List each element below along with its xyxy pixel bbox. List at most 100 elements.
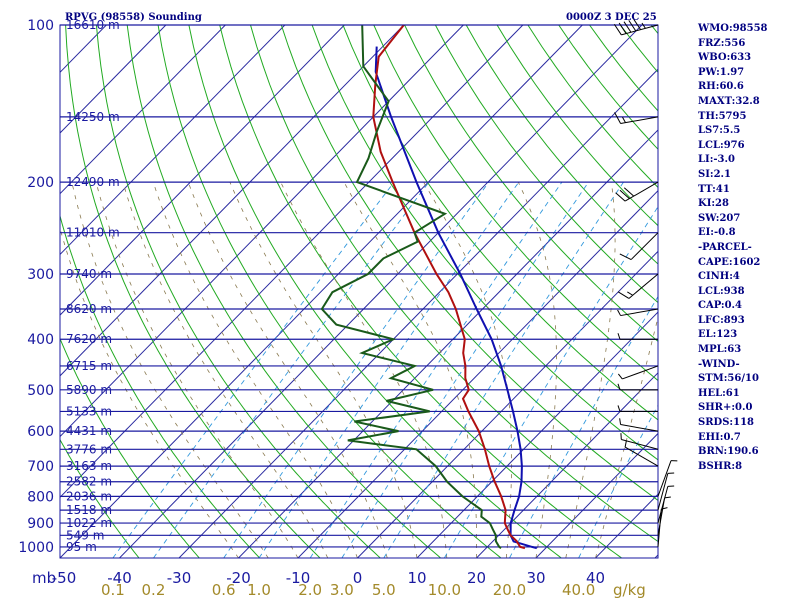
pressure-tick-label: 700 [27,459,54,475]
chart-title-station: RPVG (98558) Sounding [65,12,202,23]
index-row: SHR+:0.0 [698,401,798,416]
index-row: CINH:4 [698,270,798,285]
wet-adiabat-line [596,182,686,558]
mixing-ratio-line [224,182,489,558]
temperature-tick-label: 0 [353,569,363,587]
wind-barb [620,418,658,431]
height-label: 6715 m [66,359,112,373]
index-row: HEL:61 [698,387,798,402]
pressure-axis-label: mb [32,569,56,587]
mixing-ratio-tick-label: 2.0 [298,581,322,599]
index-row: PW:1.97 [698,66,798,81]
temperature-tick-label: 10 [407,569,426,587]
mixing-ratio-tick-label: 1.0 [247,581,271,599]
mixing-ratio-tick-label: 5.0 [372,581,396,599]
index-row: STM:56/10 [698,372,798,387]
index-row: WMO:98558 [698,22,798,37]
temperature-tick-label: 30 [526,569,545,587]
wind-barb-flag [614,24,621,35]
temperature-tick-label: -30 [167,569,192,587]
isotherm-line [239,25,761,558]
wind-barb-shaft [622,366,658,379]
height-label: 9740 m [66,267,112,281]
height-label: 11010 m [66,226,120,240]
wind-barb-flag [622,117,625,123]
wet-adiabat-line [424,182,512,558]
isotherm-line [0,25,344,558]
index-row: SW:207 [698,212,798,227]
index-row: MPL:63 [698,343,798,358]
height-label: 12490 m [66,175,120,189]
pressure-tick-label: 1000 [18,540,54,556]
wind-barb-flag [627,292,632,295]
mixing-ratio-tick-label: 40.0 [562,581,595,599]
index-row: -PARCEL- [698,241,798,256]
height-label: 2036 m [66,489,112,503]
height-label: 3776 m [66,442,112,456]
chart-title-time: 0000Z 3 DEC 25 [566,12,657,23]
mixing-ratio-unit: g/kg [613,581,646,599]
wet-adiabat-line [188,182,387,558]
height-label: 7620 m [66,332,112,346]
index-row: KI:28 [698,197,798,212]
mixing-ratio-tick-label: 20.0 [493,581,526,599]
index-row: LFC:893 [698,314,798,329]
dry-adiabat-line [251,25,683,558]
wind-barb-flag [618,333,620,339]
wind-barb-flag [642,23,645,28]
wind-barb [658,461,677,497]
wind-barb [618,384,658,390]
height-label: 1518 m [66,503,112,517]
isotherm-line [120,25,642,558]
index-row: WBO:633 [698,51,798,66]
pressure-tick-label: 400 [27,332,54,348]
index-row: LS7:5.5 [698,124,798,139]
index-row: TT:41 [698,183,798,198]
index-row: MAXT:32.8 [698,95,798,110]
wind-barb-shaft [621,309,658,316]
plot-frame [60,25,658,558]
wind-barb [658,508,667,547]
wind-barb-shaft [621,117,658,124]
height-label: 4431 m [66,424,112,438]
index-row: CAPE:1602 [698,256,798,271]
index-row: FRZ:556 [698,37,798,52]
height-label: 14250 m [66,110,120,124]
index-row: CAP:0.4 [698,299,798,314]
wind-barb [618,309,658,316]
wind-barb [615,112,658,123]
wind-barb-shaft [625,182,658,201]
index-row: LCL:976 [698,139,798,154]
wind-barb-shaft [658,461,671,497]
mixing-ratio-tick-label: 0.6 [212,581,236,599]
wind-barb-flag [618,374,622,379]
wind-barb-flag [615,112,621,123]
wet-adiabat-line [153,182,357,558]
index-row: EHI:0.7 [698,431,798,446]
wind-barb-shaft [629,274,658,298]
isotherm-line [60,25,582,558]
pressure-tick-label: 500 [27,383,54,399]
wind-barb-flag [618,405,620,411]
wind-barb-flag [665,497,671,498]
temperature-tick-label: 20 [467,569,486,587]
index-row: TH:5795 [698,110,798,125]
mixing-ratio-tick-label: 3.0 [330,581,354,599]
height-label: 8620 m [66,302,112,316]
pressure-tick-label: 900 [27,516,54,532]
pressure-tick-label: 800 [27,489,54,505]
pressure-tick-label: 600 [27,424,54,440]
dewpoint-trace-line [322,16,501,548]
pressure-tick-label: 300 [27,267,54,283]
index-row: BSHR:8 [698,460,798,475]
wind-barb-flag [618,310,621,316]
mixing-ratio-tick-label: 10.0 [428,581,461,599]
index-row: LI:-3.0 [698,153,798,168]
wind-barb [618,366,658,379]
index-row: LCL:938 [698,285,798,300]
index-row: SRDS:118 [698,416,798,431]
wind-barb-flag [620,254,631,260]
mixing-ratio-tick-label: 0.1 [101,581,125,599]
isotherm-line [0,25,47,558]
